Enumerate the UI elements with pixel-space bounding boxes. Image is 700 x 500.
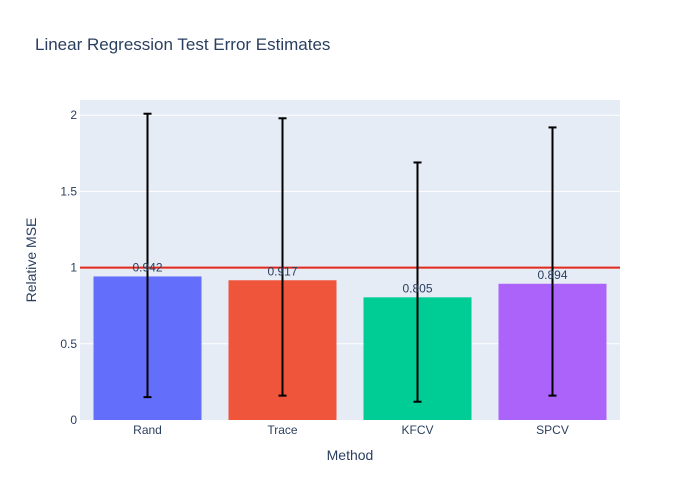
y-tick-label: 0	[70, 413, 77, 427]
data-label: 0.894	[537, 268, 567, 282]
chart-title: Linear Regression Test Error Estimates	[35, 35, 330, 54]
y-tick-label: 2	[70, 108, 77, 122]
data-labels: 0.942 0.917 0.805 0.894	[132, 260, 567, 295]
y-tick-label: 1	[70, 261, 77, 275]
x-tick-label: KFCV	[401, 423, 433, 437]
x-axis-title: Method	[327, 447, 374, 463]
error-bars	[143, 112, 557, 403]
data-label: 0.917	[267, 264, 297, 278]
x-tick-label: SPCV	[536, 423, 569, 437]
y-axis-ticks: 0 0.5 1 1.5 2	[60, 108, 77, 427]
x-tick-label: Trace	[267, 423, 298, 437]
y-tick-label: 0.5	[60, 337, 77, 351]
data-label: 0.942	[132, 260, 162, 274]
data-label: 0.805	[402, 281, 432, 295]
y-axis-title: Relative MSE	[23, 218, 39, 303]
x-axis-ticks: Rand Trace KFCV SPCV	[133, 423, 569, 437]
y-tick-label: 1.5	[60, 184, 77, 198]
x-tick-label: Rand	[133, 423, 162, 437]
